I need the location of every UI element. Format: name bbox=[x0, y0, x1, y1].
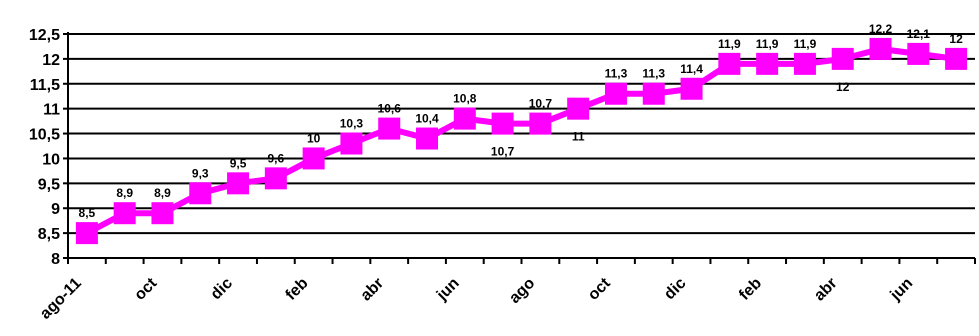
data-point bbox=[529, 112, 552, 135]
x-tick-label: ago bbox=[506, 275, 538, 307]
y-tick-label: 12,5 bbox=[29, 27, 60, 44]
x-axis-ticks: ago-11 oct dic feb abr jun ago oct dic feb abr jun bbox=[37, 258, 976, 323]
x-tick-label: ago-11 bbox=[37, 275, 85, 323]
data-label: 9,3 bbox=[192, 166, 209, 180]
data-labels: 8,5 8,9 8,9 9,3 9,5 9,6 10 10,3 10,6 10,4 10,8 10,7… bbox=[79, 22, 964, 220]
x-tick-label: oct bbox=[585, 274, 614, 303]
data-point bbox=[718, 52, 741, 75]
data-label: 10,4 bbox=[415, 112, 439, 126]
data-point bbox=[680, 77, 703, 100]
data-point bbox=[907, 42, 930, 65]
data-label: 8,9 bbox=[154, 186, 171, 200]
y-tick-label: 8,5 bbox=[38, 226, 60, 243]
data-point bbox=[75, 222, 98, 245]
x-tick-label: feb bbox=[283, 275, 312, 304]
x-tick-label: feb bbox=[736, 275, 765, 304]
data-point bbox=[453, 107, 476, 130]
data-label: 10,7 bbox=[529, 97, 553, 111]
data-label: 11 bbox=[572, 130, 585, 144]
data-point bbox=[604, 82, 627, 105]
data-point bbox=[945, 47, 968, 70]
y-tick-label: 9,5 bbox=[38, 176, 60, 193]
data-label: 11,4 bbox=[680, 62, 703, 76]
data-point bbox=[378, 117, 401, 140]
data-label: 11,9 bbox=[718, 37, 741, 51]
y-axis-ticks: 8 8,5 9 9,5 10 10,5 11 11,5 12 12,5 bbox=[29, 27, 68, 268]
data-point bbox=[831, 47, 854, 70]
data-point bbox=[416, 127, 439, 150]
gridlines bbox=[68, 33, 975, 235]
y-tick-label: 10 bbox=[42, 151, 60, 168]
y-tick-label: 12 bbox=[42, 52, 60, 69]
data-label: 12 bbox=[836, 80, 850, 94]
y-tick-label: 9 bbox=[51, 201, 60, 218]
data-point bbox=[793, 52, 816, 75]
data-label: 11,9 bbox=[756, 37, 779, 51]
data-point bbox=[227, 172, 250, 195]
data-label: 10,6 bbox=[378, 102, 402, 116]
data-point bbox=[491, 112, 514, 135]
data-point bbox=[189, 182, 212, 205]
data-label: 8,9 bbox=[116, 186, 133, 200]
data-label: 8,5 bbox=[79, 206, 96, 220]
data-point bbox=[151, 202, 174, 225]
x-tick-label: abr bbox=[358, 275, 388, 305]
data-point bbox=[340, 132, 363, 155]
x-tick-label: dic bbox=[661, 275, 689, 303]
data-label: 12 bbox=[949, 32, 963, 46]
data-label: 10,3 bbox=[340, 117, 364, 131]
y-tick-label: 10,5 bbox=[29, 127, 60, 144]
data-point bbox=[642, 82, 665, 105]
data-point bbox=[869, 37, 892, 60]
y-tick-label: 11,5 bbox=[30, 77, 60, 94]
data-label: 12,1 bbox=[907, 27, 931, 41]
data-label: 9,5 bbox=[230, 156, 247, 170]
data-label: 11,3 bbox=[605, 67, 628, 81]
x-tick-label: oct bbox=[131, 274, 160, 303]
x-tick-label: dic bbox=[208, 275, 236, 303]
data-label: 12,2 bbox=[869, 22, 893, 36]
data-point bbox=[567, 97, 590, 120]
data-point bbox=[756, 52, 779, 75]
data-label: 10,7 bbox=[491, 145, 515, 159]
data-point bbox=[302, 147, 325, 170]
data-label: 10 bbox=[307, 131, 321, 145]
x-tick-label: abr bbox=[811, 275, 841, 305]
y-tick-label: 11 bbox=[43, 102, 60, 119]
series-markers bbox=[75, 37, 968, 245]
data-label: 11,9 bbox=[794, 37, 817, 51]
series-line bbox=[85, 45, 957, 236]
data-label: 10,8 bbox=[453, 92, 477, 106]
data-point bbox=[113, 202, 136, 225]
data-label: 11,3 bbox=[642, 67, 665, 81]
data-label: 9,6 bbox=[268, 151, 285, 165]
y-tick-label: 8 bbox=[51, 251, 60, 268]
x-tick-label: jun bbox=[887, 275, 917, 305]
x-tick-label: jun bbox=[433, 275, 463, 305]
data-point bbox=[264, 167, 287, 190]
